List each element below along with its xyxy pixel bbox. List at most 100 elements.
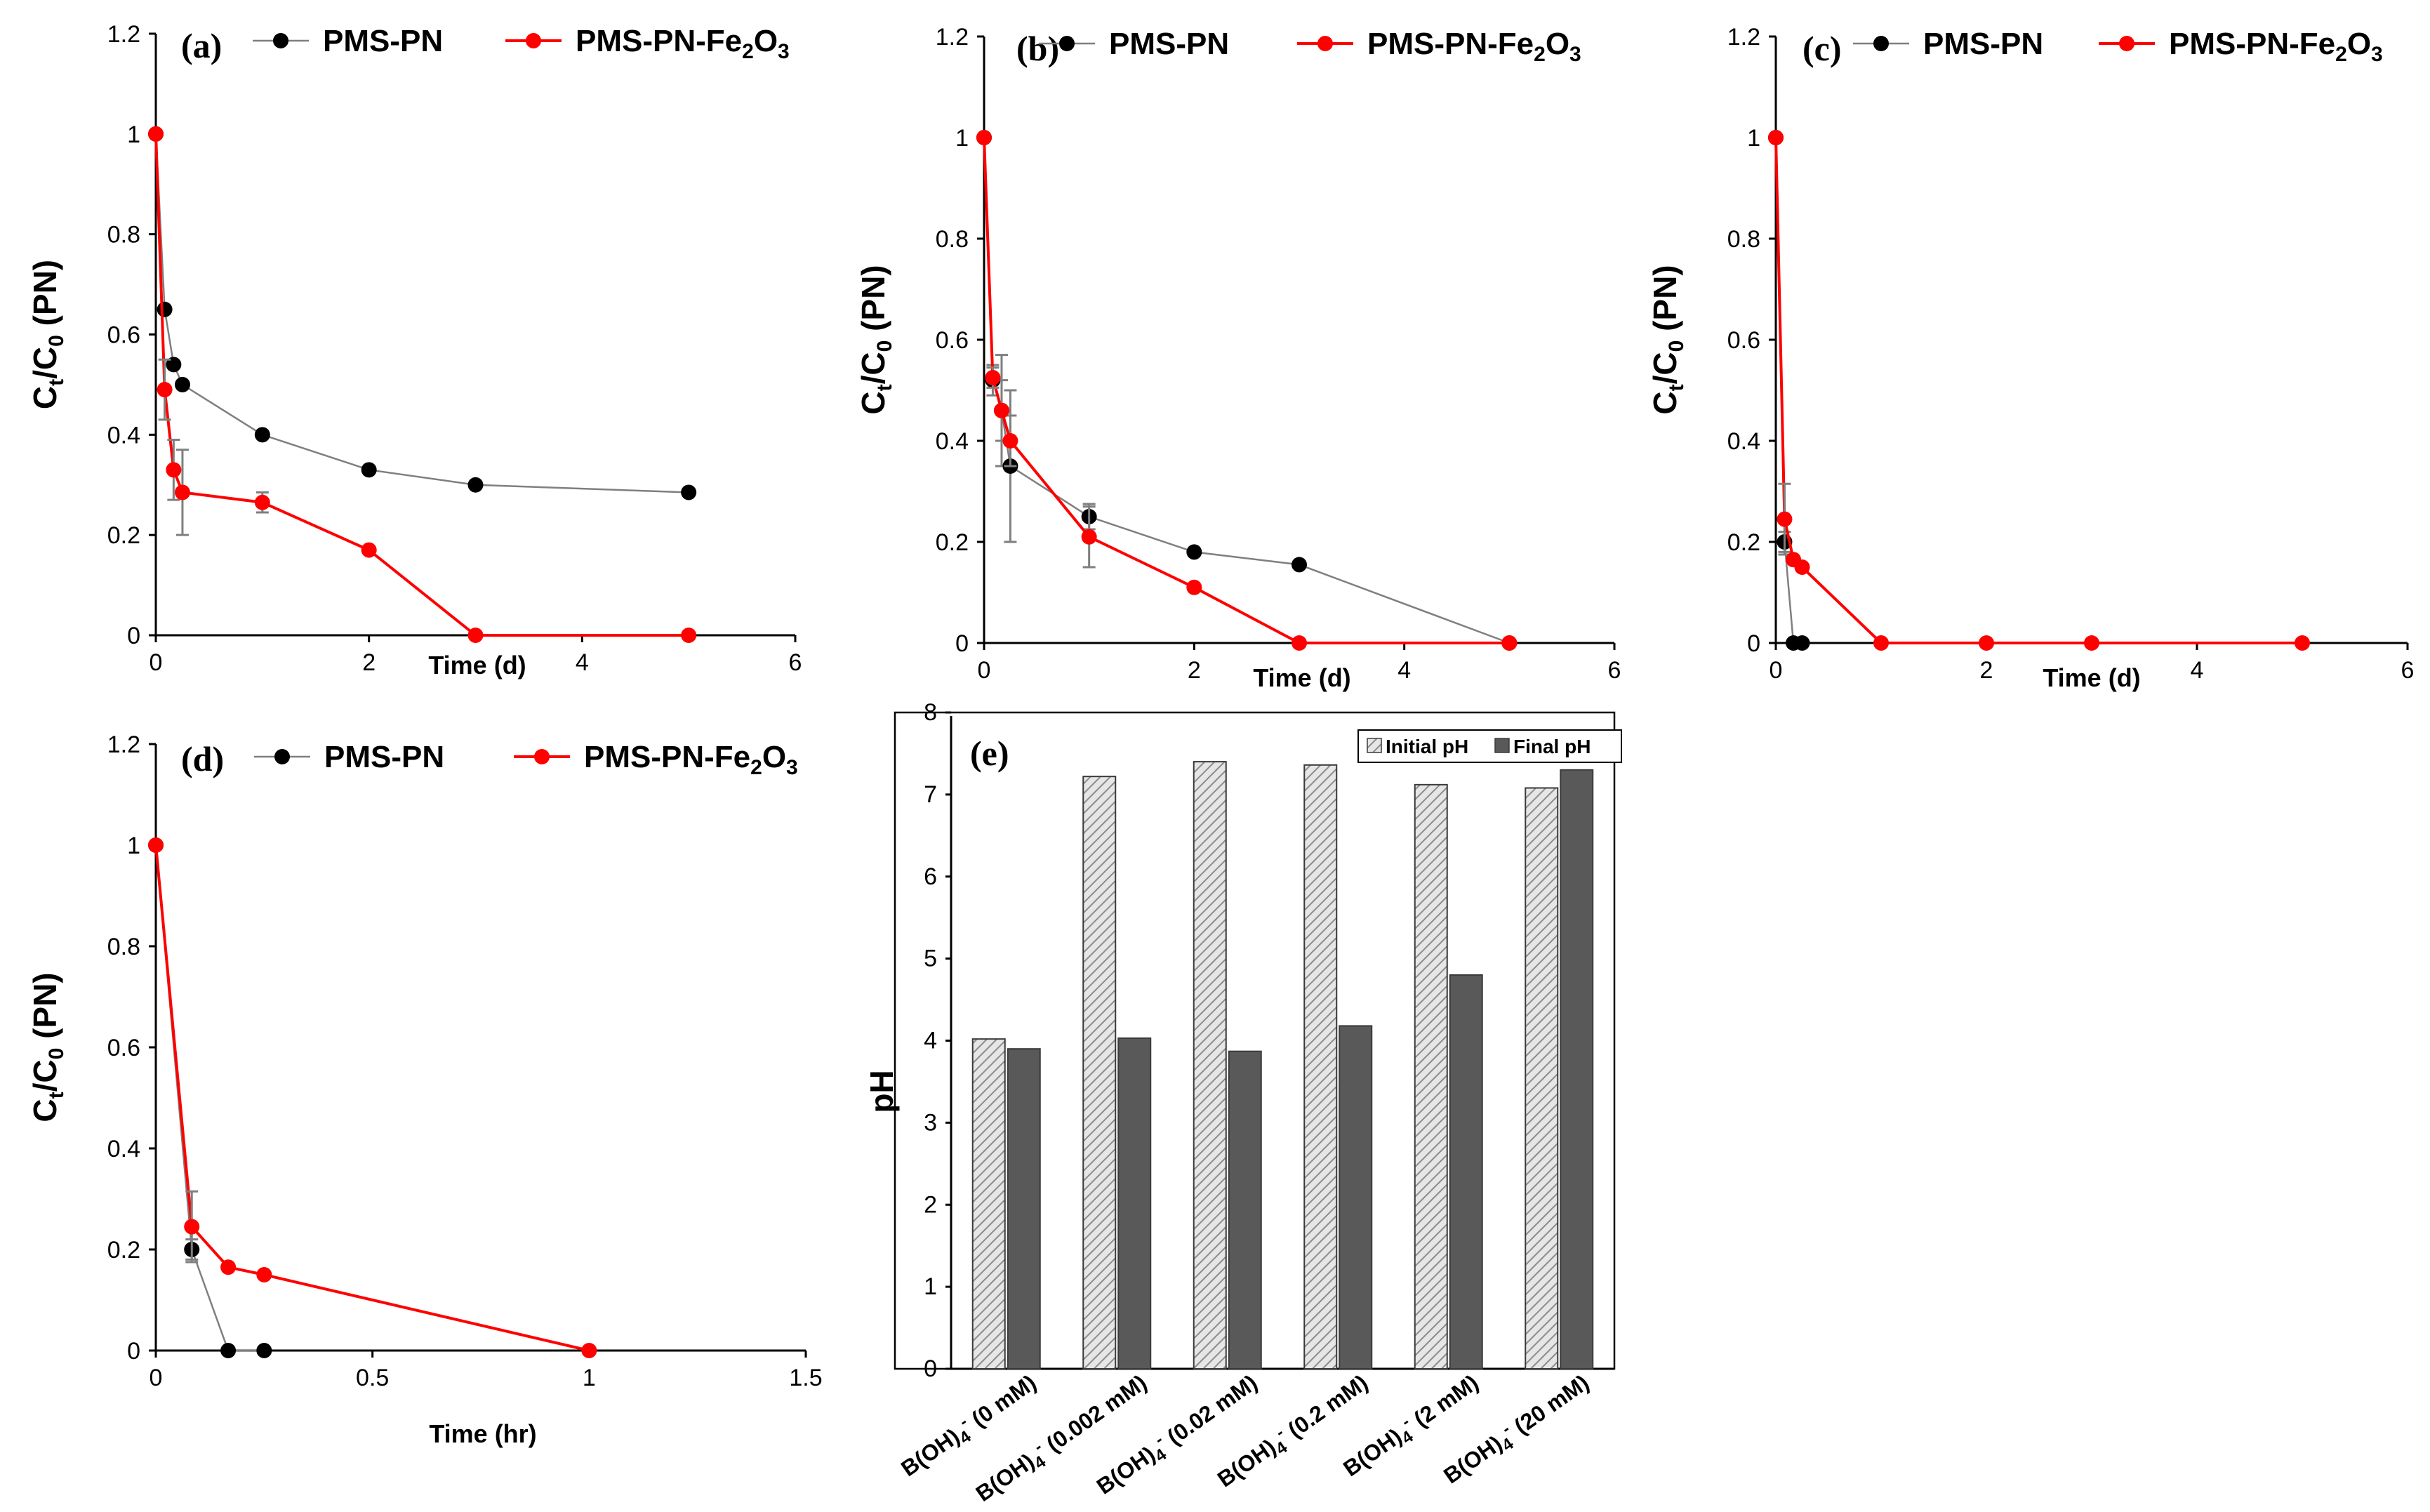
legend-label-part: O	[2347, 27, 2371, 61]
y-tick-label: 1.2	[1727, 24, 1760, 51]
data-point	[1292, 557, 1307, 573]
legend-label-sub: 2	[742, 40, 754, 63]
data-point	[1979, 635, 1994, 651]
panel-label: (d)	[181, 739, 224, 778]
series-line	[983, 137, 1510, 644]
category-label-part: (0.002 mM)	[1037, 1370, 1151, 1460]
y-axis-title: pH	[863, 1070, 900, 1113]
x-tick-label: 0.5	[356, 1365, 389, 1391]
y-tick-label: 1.2	[936, 24, 969, 51]
category-label-part: B(OH)	[896, 1424, 964, 1482]
x-tick-label: 0	[1770, 657, 1783, 684]
data-point	[166, 357, 182, 373]
legend-label-final: Final pH	[1513, 736, 1591, 757]
y-title-part: /C	[1647, 352, 1683, 384]
legend-label-sub: 2	[1534, 43, 1546, 66]
category-label-part: (0 mM)	[962, 1370, 1040, 1435]
category-label: B(OH)4- (0.002 mM)	[969, 1367, 1154, 1511]
y-title-part: /C	[27, 1059, 63, 1092]
data-point	[976, 130, 992, 145]
panel-label: (e)	[970, 734, 1009, 773]
y-title-sub: t	[873, 384, 896, 391]
legend-label-part: O	[754, 24, 778, 58]
y-tick-label: 1.2	[107, 21, 140, 48]
data-point	[256, 1343, 272, 1358]
bar-initial-ph	[1414, 783, 1448, 1370]
y-tick-label: 0.4	[936, 428, 969, 455]
y-tick-label: 1	[924, 1273, 937, 1300]
x-axis-title: Time (d)	[1253, 663, 1350, 692]
x-tick-label: 4	[2191, 657, 2204, 684]
y-title-part: (PN)	[1647, 265, 1683, 340]
data-point	[681, 628, 697, 643]
data-point	[254, 427, 270, 443]
data-point	[2084, 635, 2099, 651]
bar-initial-ph	[971, 1038, 1006, 1370]
series-line	[1774, 137, 2302, 644]
data-point	[1501, 635, 1518, 651]
y-title-sub: 0	[45, 335, 68, 347]
panel-label: (a)	[181, 26, 222, 65]
y-tick-label: 4	[924, 1028, 937, 1054]
data-point	[467, 628, 484, 643]
data-point	[467, 477, 484, 493]
y-title-part: C	[27, 1099, 63, 1122]
bar-initial-ph	[1525, 787, 1559, 1370]
series-pms-pn-fe2o3	[1768, 130, 2310, 651]
legend-label-sub: 3	[1569, 43, 1581, 66]
legend-swatch-initial	[1367, 738, 1382, 753]
category-label-part: (0.2 mM)	[1278, 1370, 1372, 1446]
legend-label-sub: 3	[778, 40, 790, 63]
y-tick-label: 0.2	[107, 1237, 140, 1264]
bar-final-ph	[1449, 974, 1483, 1370]
y-title-part: /C	[27, 347, 63, 379]
data-point	[361, 462, 377, 478]
y-tick-label: 1.2	[107, 731, 140, 758]
legend-label: PMS-PN-Fe2O3	[576, 24, 790, 63]
legend-swatch-final	[1494, 738, 1510, 753]
panel-d: 0 0.2 0.4 0.6 0.8 1 1.2 0 0.5 1 1.5 Time (hr) Ct/C0 …	[27, 731, 823, 1448]
legend-marker	[1317, 36, 1333, 51]
y-tick-label: 1	[955, 125, 969, 152]
y-tick-label: 3	[924, 1109, 937, 1136]
category-label-part: B(OH)	[971, 1448, 1039, 1506]
y-title-part: (PN)	[27, 260, 63, 335]
y-title-part: /C	[855, 352, 891, 384]
y-tick-label: 0.4	[107, 1136, 140, 1162]
y-tick-label: 7	[924, 781, 937, 808]
legend-marker	[1059, 36, 1075, 51]
y-tick-label: 2	[924, 1191, 937, 1218]
series-line	[154, 844, 590, 1352]
y-title-sub: t	[45, 1092, 68, 1099]
legend-marker	[526, 33, 541, 48]
legend-marker	[1873, 36, 1889, 51]
y-title-sub: 0	[873, 340, 896, 352]
series-line	[983, 137, 1510, 644]
legend-label-sub: 3	[786, 756, 798, 779]
legend-marker	[273, 33, 288, 48]
legend-box	[1357, 729, 1622, 763]
data-point	[1794, 635, 1810, 651]
y-tick-label: 1	[1747, 125, 1760, 152]
panel-label: (b)	[1016, 29, 1059, 68]
legend-label-part: PMS-PN-Fe	[576, 24, 742, 58]
y-tick-label: 0.8	[107, 934, 140, 960]
legend-label: PMS-PN	[323, 24, 443, 58]
y-title-sub: 0	[45, 1048, 68, 1060]
data-point	[681, 484, 697, 500]
data-point	[157, 382, 173, 398]
data-point	[1873, 635, 1889, 651]
y-tick-label: 0.2	[936, 529, 969, 556]
legend-label: PMS-PN-Fe2O3	[1367, 27, 1581, 66]
bar-initial-ph	[1303, 764, 1338, 1370]
legend-label-part: O	[1546, 27, 1569, 61]
bar-final-ph	[1007, 1048, 1041, 1370]
series-line	[154, 133, 689, 493]
y-tick-label: 5	[924, 946, 937, 972]
legend-label-part: PMS-PN-Fe	[1367, 27, 1534, 61]
x-tick-label: 6	[2401, 657, 2415, 684]
